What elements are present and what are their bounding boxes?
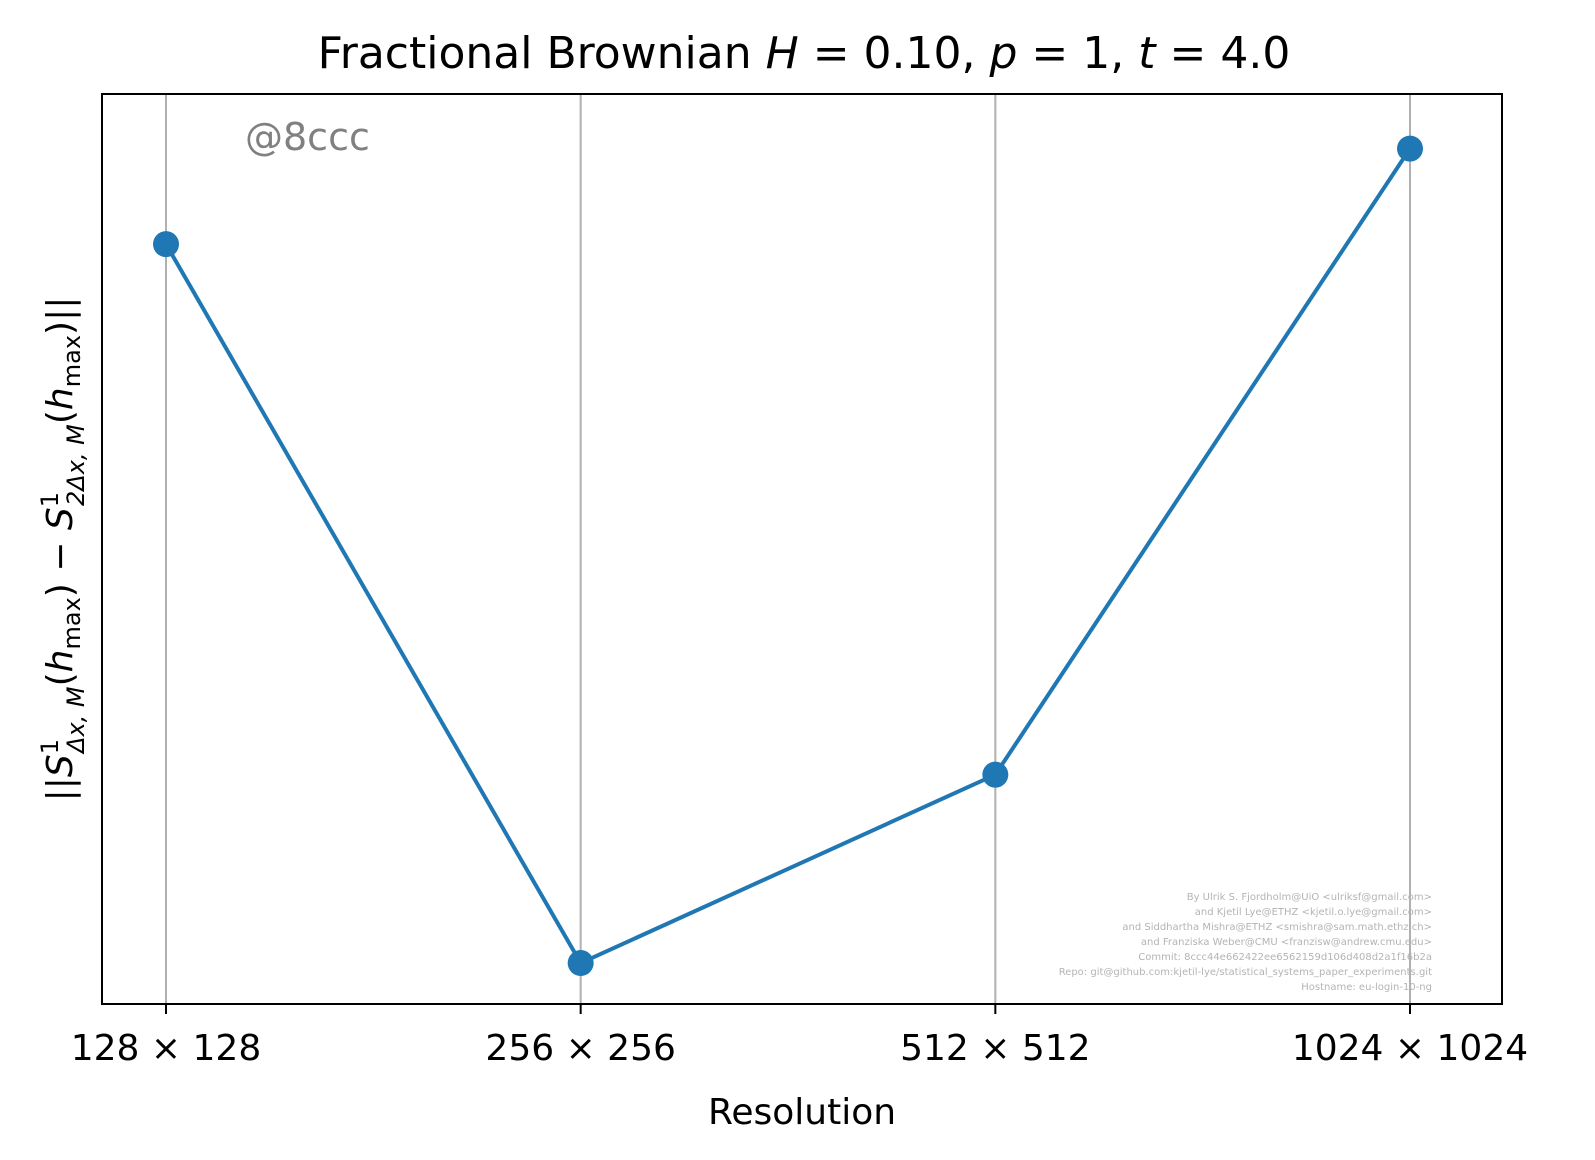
data-point-0 <box>153 231 179 258</box>
x-axis-ticks: 128 × 128 256 × 256 512 × 512 1024 × 1024 <box>71 1004 1528 1069</box>
title-p-symbol: p <box>989 28 1018 79</box>
credit-line-2: and Siddhartha Mishra@ETHZ <smishra@sam.… <box>1122 922 1432 933</box>
data-point-2 <box>982 761 1009 788</box>
x-axis-label: Resolution <box>708 1092 896 1133</box>
title-h-value: = 0.10, <box>799 28 990 79</box>
x-tick-label-3: 1024 × 1024 <box>1292 1028 1528 1069</box>
commit-stamp: @8ccc <box>245 115 370 159</box>
credit-line-4: Commit: 8ccc44e662422ee6562159d106d408d2… <box>1138 952 1432 963</box>
data-point-1 <box>567 950 594 977</box>
credit-line-3: and Franziska Weber@CMU <franzisw@andrew… <box>1141 937 1432 948</box>
y-axis-label: ||S1Δx, M(hmax) − S12Δx, M(hmax)|| <box>36 297 90 802</box>
series-1 <box>153 135 1423 977</box>
grid-lines <box>165 94 1411 1004</box>
credit-line-0: By Ulrik S. Fjordholm@UiO <ulriksf@gmail… <box>1187 892 1432 903</box>
title-h-symbol: H <box>766 28 799 79</box>
title-t-value: = 4.0 <box>1156 28 1291 79</box>
chart-title: Fractional Brownian H = 0.10, p = 1, t =… <box>318 28 1291 79</box>
title-prefix: Fractional Brownian <box>318 28 766 79</box>
series-line <box>164 147 1412 966</box>
plot-frame <box>101 93 1503 1005</box>
credit-line-5: Repo: git@github.com:kjetil-lye/statisti… <box>1059 967 1432 978</box>
credits-block: By Ulrik S. Fjordholm@UiO <ulriksf@gmail… <box>1059 892 1432 993</box>
title-t-symbol: t <box>1138 28 1157 79</box>
data-point-3 <box>1397 135 1423 162</box>
title-p-value: = 1, <box>1017 28 1138 79</box>
x-tick-label-0: 128 × 128 <box>71 1028 261 1069</box>
x-tick-label-1: 256 × 256 <box>485 1028 675 1069</box>
x-tick-label-2: 512 × 512 <box>900 1028 1090 1069</box>
credit-line-1: and Kjetil Lye@ETHZ <kjetil.o.lye@gmail.… <box>1195 907 1432 918</box>
credit-line-6: Hostname: eu-login-10-ng <box>1301 982 1432 993</box>
